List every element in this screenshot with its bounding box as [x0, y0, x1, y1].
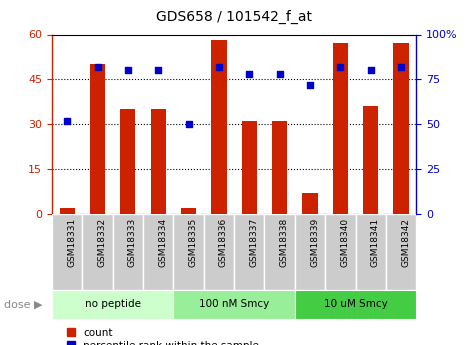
Bar — [295, 214, 325, 290]
Point — [185, 121, 193, 127]
Text: GSM18332: GSM18332 — [97, 218, 106, 267]
Point — [215, 64, 223, 70]
Text: GSM18335: GSM18335 — [189, 218, 198, 267]
Point — [367, 68, 375, 73]
Legend: count, percentile rank within the sample: count, percentile rank within the sample — [67, 328, 259, 345]
Bar — [82, 214, 113, 290]
Bar — [394, 43, 409, 214]
Bar — [242, 121, 257, 214]
Text: dose ▶: dose ▶ — [4, 299, 43, 309]
Bar — [113, 214, 143, 290]
Bar — [363, 106, 378, 214]
Point — [245, 71, 253, 77]
Text: GSM18337: GSM18337 — [249, 218, 258, 267]
Point — [63, 118, 71, 124]
Text: GSM18338: GSM18338 — [280, 218, 289, 267]
Text: GSM18334: GSM18334 — [158, 218, 167, 267]
Text: GSM18342: GSM18342 — [401, 218, 410, 267]
Bar — [211, 40, 227, 214]
Point — [337, 64, 344, 70]
Bar — [174, 290, 295, 319]
Bar — [333, 43, 348, 214]
Bar — [272, 121, 287, 214]
Bar — [386, 214, 416, 290]
Bar — [264, 214, 295, 290]
Text: GSM18339: GSM18339 — [310, 218, 319, 267]
Point — [155, 68, 162, 73]
Point — [94, 64, 101, 70]
Bar — [151, 109, 166, 214]
Bar — [52, 214, 82, 290]
Bar — [325, 214, 356, 290]
Point — [306, 82, 314, 88]
Bar — [234, 214, 264, 290]
Text: GSM18340: GSM18340 — [341, 218, 350, 267]
Text: 10 uM Smcy: 10 uM Smcy — [324, 299, 387, 309]
Text: GDS658 / 101542_f_at: GDS658 / 101542_f_at — [156, 10, 312, 24]
Bar — [90, 65, 105, 214]
Text: GSM18336: GSM18336 — [219, 218, 228, 267]
Bar — [120, 109, 135, 214]
Point — [397, 64, 405, 70]
Bar — [174, 214, 204, 290]
Bar — [302, 193, 317, 214]
Text: no peptide: no peptide — [85, 299, 141, 309]
Bar — [181, 208, 196, 214]
Bar — [52, 290, 174, 319]
Bar — [60, 208, 75, 214]
Text: GSM18333: GSM18333 — [128, 218, 137, 267]
Bar — [295, 290, 416, 319]
Bar — [356, 214, 386, 290]
Text: 100 nM Smcy: 100 nM Smcy — [199, 299, 269, 309]
Point — [124, 68, 131, 73]
Text: GSM18331: GSM18331 — [67, 218, 76, 267]
Text: GSM18341: GSM18341 — [371, 218, 380, 267]
Bar — [143, 214, 174, 290]
Bar — [204, 214, 234, 290]
Point — [276, 71, 283, 77]
